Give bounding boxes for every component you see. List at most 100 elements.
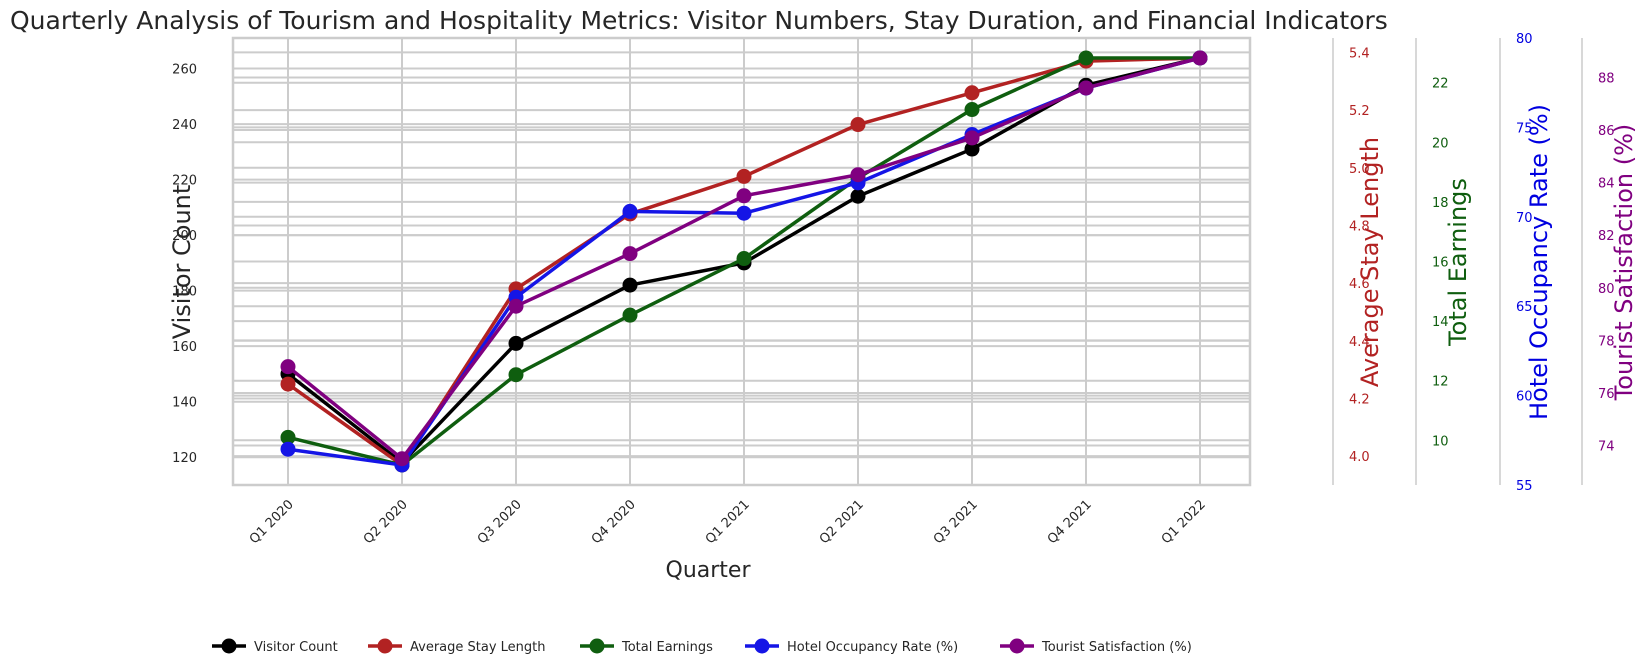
total-earnings-tick-label: 10 [1432, 434, 1449, 449]
hotel-occupancy-rate-tick-label: 65 [1516, 300, 1533, 315]
legend-label: Tourist Satisfaction (%) [1041, 640, 1192, 655]
data-point [508, 335, 524, 351]
data-point [850, 117, 866, 133]
average-stay-length-tick-label: 4.2 [1349, 392, 1370, 407]
right-axes: 4.0 4.2 4.4 4.6 4.8 5.0 5.2 5.4 Average Stay Len… [1332, 32, 1638, 494]
total-earnings-tick-label: 12 [1432, 375, 1449, 390]
data-point [1078, 50, 1094, 66]
legend-label: Hotel Occupancy Rate (%) [787, 640, 958, 655]
legend-item-visitor-count: Visitor Count [212, 638, 338, 655]
legend-marker [589, 638, 605, 654]
data-point [850, 167, 866, 183]
hotel-occupancy-rate-axis: 55 60 65 70 75 80 Hotel Occupancy Rate (%) [1499, 32, 1553, 494]
hotel-occupancy-rate-tick-label: 75 [1516, 121, 1533, 136]
average-stay-length-tick-label: 4.4 [1349, 335, 1370, 350]
tourist-satisfaction-tick-label: 84 [1598, 177, 1615, 192]
tourist-satisfaction-axis: 74 76 78 80 82 84 86 88 Tourist Satisfaction (%) [1581, 38, 1638, 485]
x-tick-label: Q1 2020 [247, 497, 297, 547]
legend-marker [754, 638, 770, 654]
tourist-satisfaction-tick-label: 88 [1598, 71, 1615, 86]
visitor-count-tick-label: 120 [172, 451, 197, 466]
legend-label: Average Stay Length [410, 640, 546, 655]
visitor-count-tick-label: 200 [172, 229, 197, 244]
average-stay-length-axis: 4.0 4.2 4.4 4.6 4.8 5.0 5.2 5.4 Average Stay Len… [1332, 38, 1384, 485]
x-tick-label: Q3 2021 [931, 497, 981, 547]
average-stay-length-axis-title: Average Stay Length [1356, 137, 1384, 387]
x-tick-label: Q4 2020 [589, 497, 639, 547]
total-earnings-axis: 10 12 14 16 18 20 22 Total Earnings [1415, 38, 1472, 485]
legend-item-average-stay-length: Average Stay Length [368, 638, 546, 655]
tourist-satisfaction-tick-label: 78 [1598, 334, 1615, 349]
tourist-satisfaction-tick-label: 80 [1598, 282, 1615, 297]
x-tick-label: Q4 2021 [1045, 497, 1095, 547]
data-point [964, 130, 980, 146]
legend-label: Total Earnings [621, 640, 713, 655]
data-point [280, 441, 296, 457]
x-tick-label: Q1 2021 [703, 497, 753, 547]
total-earnings-tick-label: 16 [1432, 256, 1449, 271]
visitor-count-tick-label: 140 [172, 396, 197, 411]
x-tick-label: Q2 2020 [361, 497, 411, 547]
total-earnings-tick-label: 22 [1432, 77, 1449, 92]
data-point [622, 277, 638, 293]
chart-title: Quarterly Analysis of Tourism and Hospit… [10, 6, 1388, 35]
legend-item-total-earnings: Total Earnings [580, 638, 713, 655]
data-point [736, 188, 752, 204]
data-point [736, 168, 752, 184]
x-tick-label: Q1 2022 [1159, 497, 1209, 547]
average-stay-length-tick-label: 5.4 [1349, 46, 1370, 61]
x-tick-label: Q3 2020 [475, 497, 525, 547]
tourist-satisfaction-axis-title: Tourist Satisfaction (%) [1610, 124, 1638, 402]
series-layer [280, 50, 1208, 473]
average-stay-length-tick-label: 4.6 [1349, 277, 1370, 292]
visitor-count-axis: 120 140 160 180 200 220 240 260 Visitor Count [168, 63, 197, 467]
legend-item-tourist-satisfaction: Tourist Satisfaction (%) [1000, 638, 1192, 655]
legend-label: Visitor Count [254, 640, 338, 655]
data-point [508, 298, 524, 314]
data-point [280, 376, 296, 392]
hotel-occupancy-rate-tick-label: 55 [1516, 479, 1533, 494]
data-point [508, 367, 524, 383]
data-point [280, 429, 296, 445]
visitor-count-axis-title: Visitor Count [168, 185, 196, 340]
tourist-satisfaction-tick-label: 74 [1598, 440, 1615, 455]
data-point [964, 102, 980, 118]
visitor-count-tick-label: 180 [172, 285, 197, 300]
series-tourist-satisfaction [280, 50, 1208, 467]
legend: Visitor Count Average Stay Length Total Ea… [212, 638, 1192, 655]
total-earnings-tick-label: 14 [1432, 315, 1449, 330]
data-point [736, 205, 752, 221]
data-point [622, 307, 638, 323]
tourist-satisfaction-tick-label: 76 [1598, 387, 1615, 402]
data-point [1078, 80, 1094, 96]
tourist-satisfaction-tick-label: 86 [1598, 124, 1615, 139]
legend-item-hotel-occupancy-rate: Hotel Occupancy Rate (%) [745, 638, 958, 655]
hotel-occupancy-rate-tick-label: 80 [1516, 32, 1533, 47]
x-axis: Q1 2020 Q2 2020 Q3 2020 Q4 2020 Q1 2021 Q2 20… [247, 497, 1209, 547]
data-point [280, 359, 296, 375]
average-stay-length-tick-label: 4.8 [1349, 219, 1370, 234]
data-point [964, 85, 980, 101]
average-stay-length-tick-label: 5.0 [1349, 162, 1370, 177]
visitor-count-tick-label: 260 [172, 63, 197, 78]
x-axis-title: Quarter [666, 558, 752, 583]
legend-marker [1009, 638, 1025, 654]
visitor-count-tick-label: 240 [172, 118, 197, 133]
data-point [1192, 50, 1208, 66]
hotel-occupancy-rate-tick-label: 70 [1516, 211, 1533, 226]
tourist-satisfaction-tick-label: 82 [1598, 229, 1615, 244]
hotel-occupancy-rate-tick-label: 60 [1516, 390, 1533, 405]
total-earnings-tick-label: 18 [1432, 196, 1449, 211]
average-stay-length-tick-label: 4.0 [1349, 450, 1370, 465]
legend-marker [221, 638, 237, 654]
visitor-count-tick-label: 220 [172, 174, 197, 189]
legend-marker [377, 638, 393, 654]
data-point [622, 203, 638, 219]
data-point [394, 451, 410, 467]
data-point [736, 251, 752, 267]
data-point [622, 246, 638, 262]
total-earnings-axis-title: Total Earnings [1444, 178, 1472, 347]
x-tick-label: Q2 2021 [817, 497, 867, 547]
data-point [964, 141, 980, 157]
